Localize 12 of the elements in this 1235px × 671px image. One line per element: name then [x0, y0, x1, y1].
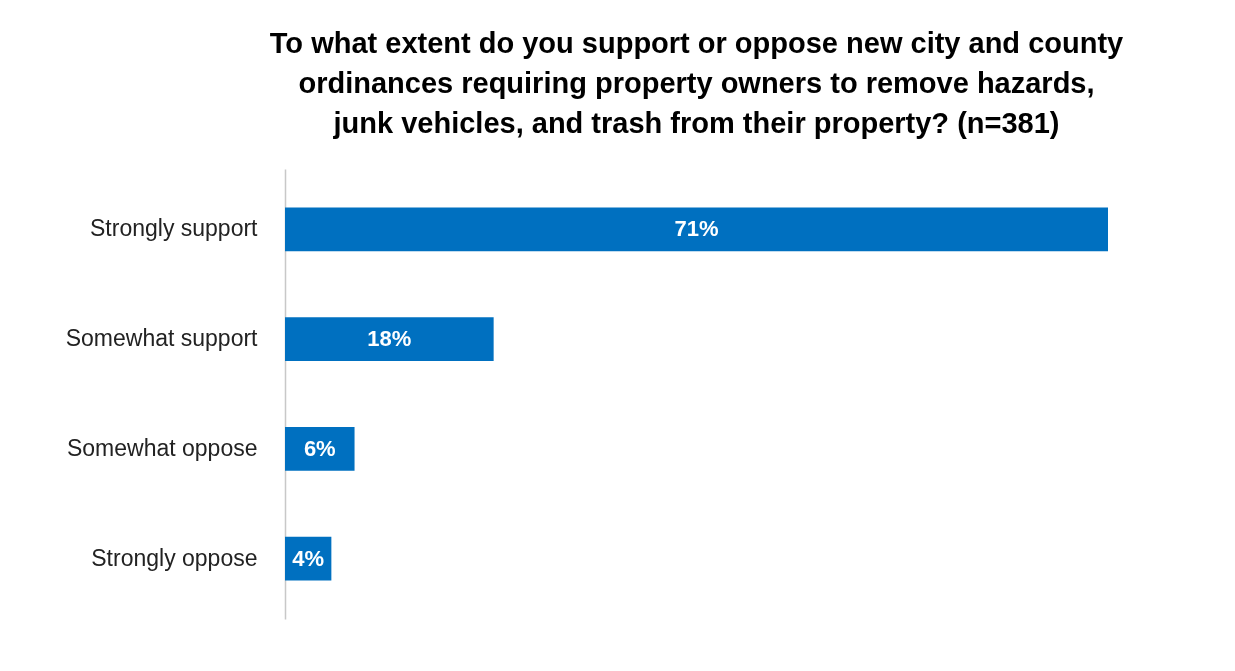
- data-label: 18%: [367, 326, 412, 352]
- y-tick-label: Strongly support: [90, 215, 259, 242]
- bar: [285, 207, 1108, 252]
- chart-title: To what extent do you support or oppose new city and county ordinances requiring property owners to remove hazards, junk vehicles, and trash from their property? (n=381): [269, 27, 1124, 139]
- y-tick-label: Somewhat oppose: [66, 434, 258, 461]
- bar: [285, 426, 355, 471]
- y-tick-label: Strongly oppose: [91, 544, 258, 571]
- y-tick-label: Somewhat support: [65, 325, 259, 352]
- data-label: 6%: [303, 435, 336, 461]
- data-label: 4%: [292, 545, 325, 571]
- bar: [285, 317, 494, 362]
- data-label: 71%: [674, 216, 719, 242]
